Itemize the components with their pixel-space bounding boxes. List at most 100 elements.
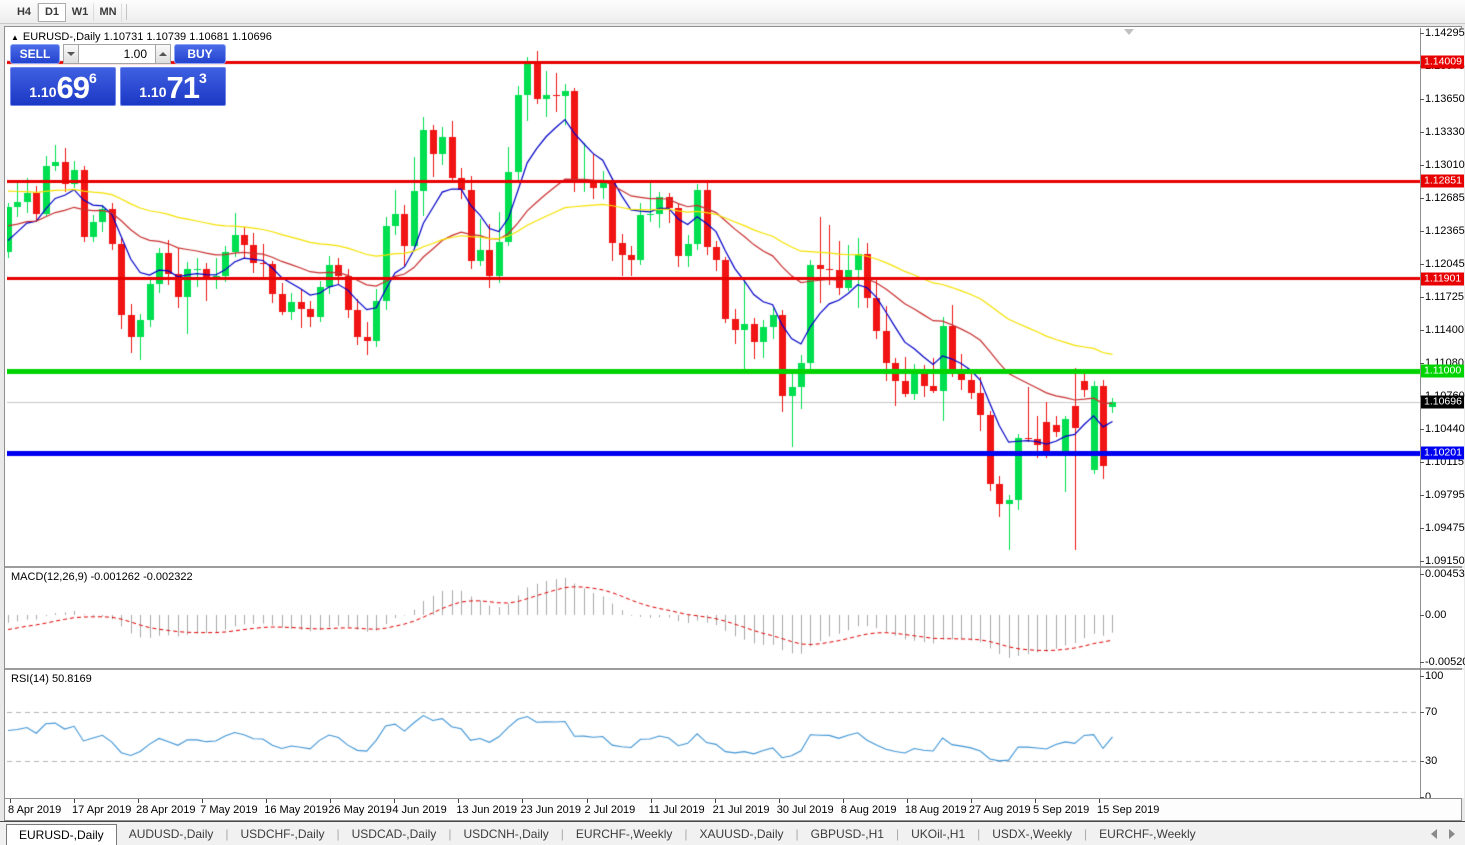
chart-tab-10[interactable]: USDX-,Weekly xyxy=(992,827,1073,841)
date-label: 16 May 2019 xyxy=(264,804,328,816)
date-label: 8 Apr 2019 xyxy=(8,804,62,816)
price-level-badge: 1.11000 xyxy=(1421,364,1464,378)
toolbar-separator xyxy=(126,4,127,20)
bid-price-pips: 6 xyxy=(88,70,97,86)
macd-tick-label: 0.004536 xyxy=(1420,568,1465,580)
price-level-badge: 1.10201 xyxy=(1421,446,1464,460)
price-tick-label: 1.14295 xyxy=(1420,27,1465,39)
tab-separator: | xyxy=(225,827,229,841)
macd-tick-label: -0.005205 xyxy=(1420,656,1465,668)
ask-price-box[interactable]: 1.10 71 3 xyxy=(120,67,226,106)
collapse-panel-icon[interactable]: ▲ xyxy=(11,33,19,42)
rsi-axis: 100 70 30 0 xyxy=(1419,670,1464,803)
chart-tab-1[interactable]: EURUSD-,Daily xyxy=(6,824,117,845)
date-label: 5 Sep 2019 xyxy=(1032,804,1090,816)
date-tick xyxy=(1034,799,1036,803)
date-tick xyxy=(842,799,844,803)
chart-tab-8[interactable]: GBPUSD-,H1 xyxy=(810,827,884,841)
sell-button[interactable]: SELL xyxy=(10,44,60,64)
tab-separator: | xyxy=(1084,827,1088,841)
chart-tab-4[interactable]: USDCAD-,Daily xyxy=(351,827,437,841)
timeframe-button-mn[interactable]: MN xyxy=(94,2,122,22)
ask-price-pips: 3 xyxy=(198,70,207,86)
date-label: 26 May 2019 xyxy=(328,804,392,816)
date-tick xyxy=(10,799,11,803)
price-level-badge: 1.10696 xyxy=(1421,395,1464,409)
chart-tab-6[interactable]: EURCHF-,Weekly xyxy=(575,827,673,841)
tab-separator: | xyxy=(560,827,564,841)
bid-price-box[interactable]: 1.10 69 6 xyxy=(10,67,116,106)
price-axis: 1.142951.139751.136501.133301.130101.126… xyxy=(1420,27,1465,567)
price-tick-label: 1.13330 xyxy=(1420,126,1465,139)
date-label: 28 Apr 2019 xyxy=(136,804,196,816)
price-axis-border xyxy=(1420,28,1421,798)
date-tick xyxy=(778,799,780,803)
date-tick xyxy=(714,799,716,803)
price-chart-canvas[interactable] xyxy=(7,28,1420,566)
date-tick xyxy=(330,799,332,803)
price-tick-label: 1.09150 xyxy=(1420,555,1465,567)
buy-button[interactable]: BUY xyxy=(174,44,226,64)
date-tick xyxy=(1099,799,1101,803)
rsi-tick-label: 100 xyxy=(1419,670,1444,682)
chevron-up-icon xyxy=(159,52,167,56)
chevron-down-icon xyxy=(67,52,75,56)
macd-axis: 0.004536 0.00 -0.005205 xyxy=(1419,568,1465,668)
tab-separator: | xyxy=(795,827,799,841)
chart-tab-5[interactable]: USDCNH-,Daily xyxy=(463,827,549,841)
ask-price-prefix: 1.10 xyxy=(139,84,167,100)
chart-tab-3[interactable]: USDCHF-,Daily xyxy=(240,827,325,841)
timeframe-button-group: H4 D1 W1 MN xyxy=(10,2,127,22)
date-label: 2 Jul 2019 xyxy=(584,804,636,816)
rsi-tick-label: 30 xyxy=(1419,754,1438,767)
date-label: 13 Jun 2019 xyxy=(456,804,517,816)
date-tick xyxy=(970,799,972,803)
date-label: 23 Jun 2019 xyxy=(520,804,582,816)
price-tick-label: 1.13010 xyxy=(1420,158,1465,171)
date-label: 17 Apr 2019 xyxy=(72,804,132,816)
rsi-indicator-canvas[interactable] xyxy=(7,670,1420,798)
date-tick xyxy=(138,799,140,803)
chart-tab-7[interactable]: XAUUSD-,Daily xyxy=(699,827,784,841)
date-label: 8 Aug 2019 xyxy=(840,804,897,816)
chart-tab-11[interactable]: EURCHF-,Weekly xyxy=(1099,827,1196,841)
tab-separator: | xyxy=(977,827,981,841)
chart-tab-2[interactable]: AUDUSD-,Daily xyxy=(128,827,214,841)
price-tick-label: 1.10440 xyxy=(1420,422,1465,435)
tab-separator: | xyxy=(895,827,900,841)
price-tick-label: 1.11725 xyxy=(1420,290,1464,303)
timeframe-toolbar: H4 D1 W1 MN xyxy=(0,0,1465,24)
panel-separator[interactable] xyxy=(5,668,1461,670)
bid-price-big: 69 xyxy=(56,70,89,105)
date-label: 4 Jun 2019 xyxy=(392,804,447,816)
price-tick-label: 1.09475 xyxy=(1420,521,1465,534)
price-tick-label: 1.12685 xyxy=(1420,192,1465,205)
tabs-scroll-left-icon[interactable] xyxy=(1431,829,1437,839)
date-tick xyxy=(650,799,652,803)
price-tick-label: 1.12365 xyxy=(1420,225,1465,238)
volume-decrease-button[interactable] xyxy=(63,44,79,64)
macd-indicator-canvas[interactable] xyxy=(7,568,1420,668)
rsi-tick-label: 70 xyxy=(1419,706,1438,719)
date-label: 15 Sep 2019 xyxy=(1097,804,1160,816)
ask-price-big: 71 xyxy=(166,70,199,105)
macd-tick-label: 0.00 xyxy=(1419,608,1447,621)
rsi-tick-label: 0 xyxy=(1419,791,1432,803)
date-label: 7 May 2019 xyxy=(200,804,258,816)
chart-tab-9[interactable]: UKOil-,H1 xyxy=(911,827,966,841)
volume-input[interactable]: 1.00 xyxy=(79,44,155,64)
chart-shift-marker-icon[interactable] xyxy=(1124,29,1134,35)
tabs-scroll-right-icon[interactable] xyxy=(1449,829,1455,839)
timeframe-button-h4[interactable]: H4 xyxy=(10,2,38,22)
timeframe-button-w1[interactable]: W1 xyxy=(66,2,94,22)
price-level-badge: 1.11901 xyxy=(1421,272,1464,286)
timeframe-button-d1[interactable]: D1 xyxy=(38,2,66,22)
macd-label: MACD(12,26,9) -0.001262 -0.002322 xyxy=(11,571,193,583)
volume-increase-button[interactable] xyxy=(155,44,171,64)
date-label: 11 Jul 2019 xyxy=(648,804,705,816)
date-label: 27 Aug 2019 xyxy=(968,804,1031,816)
chart-title-text: EURUSD-,Daily 1.10731 1.10739 1.10681 1.… xyxy=(22,31,272,43)
date-tick xyxy=(74,799,76,803)
panel-separator[interactable] xyxy=(5,566,1461,568)
